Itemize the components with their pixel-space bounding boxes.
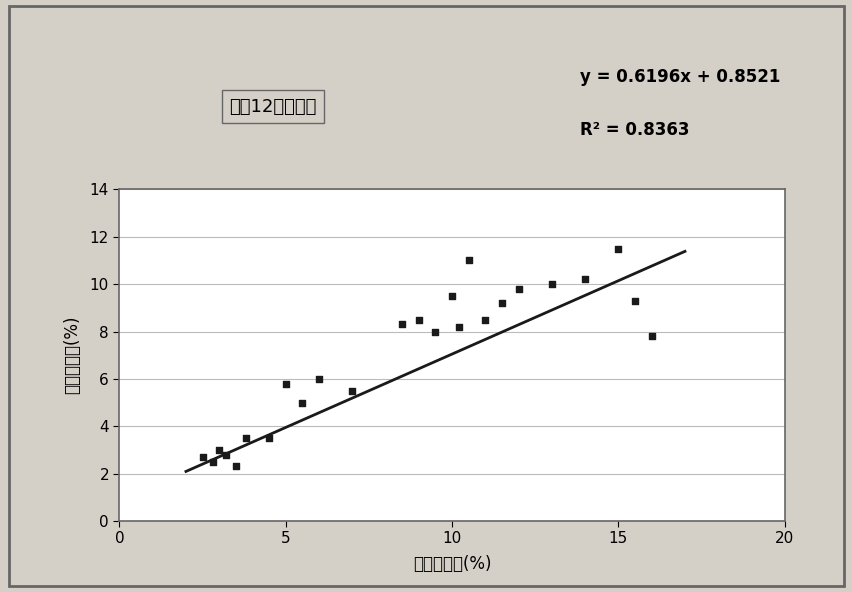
Point <box>205 457 219 466</box>
Y-axis label: 核磁孔隙度(%): 核磁孔隙度(%) <box>63 316 81 394</box>
Point <box>428 327 441 336</box>
Point <box>445 291 458 301</box>
Point <box>395 320 409 329</box>
Point <box>312 374 325 384</box>
Point <box>644 332 658 341</box>
Point <box>452 322 465 332</box>
Point <box>262 433 276 443</box>
Point <box>544 279 558 289</box>
Point <box>578 275 591 284</box>
Point <box>239 433 252 443</box>
Point <box>195 452 210 462</box>
X-axis label: 测井孔隙度(%): 测井孔隙度(%) <box>412 555 491 572</box>
Point <box>212 445 226 455</box>
Point <box>511 284 525 294</box>
Point <box>345 386 359 395</box>
Point <box>494 298 508 308</box>
Point <box>219 450 233 459</box>
Point <box>279 379 292 388</box>
Point <box>462 256 475 265</box>
Text: y = 0.6196x + 0.8521: y = 0.6196x + 0.8521 <box>579 68 780 86</box>
Point <box>412 315 425 324</box>
Point <box>295 398 308 407</box>
Point <box>627 296 641 305</box>
Point <box>228 462 243 471</box>
Point <box>478 315 492 324</box>
Text: R² = 0.8363: R² = 0.8363 <box>579 121 688 139</box>
Point <box>611 244 625 253</box>
Text: 元坝12井长兴组: 元坝12井长兴组 <box>229 98 316 115</box>
